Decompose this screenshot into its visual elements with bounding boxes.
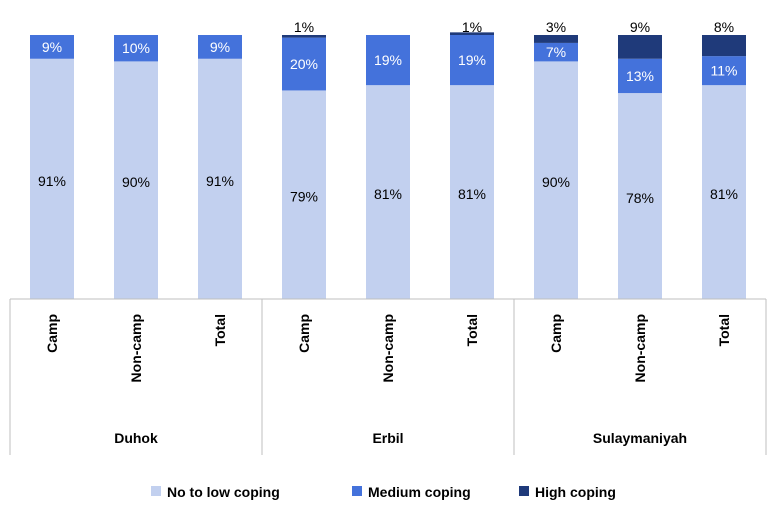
- legend-label: Medium coping: [368, 484, 471, 500]
- bar-segment: [702, 35, 746, 57]
- data-label: 19%: [458, 52, 486, 68]
- bar-segment: [30, 35, 74, 59]
- bar-segment: [282, 35, 326, 38]
- data-label: 81%: [710, 186, 738, 202]
- category-label: Non-camp: [632, 314, 648, 382]
- data-label: 79%: [290, 189, 318, 205]
- data-label: 19%: [374, 52, 402, 68]
- data-label: 90%: [542, 174, 570, 190]
- category-label: Total: [212, 314, 228, 346]
- legend-label: No to low coping: [167, 484, 280, 500]
- category-label: Camp: [548, 314, 564, 353]
- data-label: 78%: [626, 190, 654, 206]
- category-label: Non-camp: [380, 314, 396, 382]
- data-label: 11%: [711, 63, 738, 79]
- data-label: 81%: [374, 186, 402, 202]
- data-label: 9%: [630, 19, 650, 35]
- bar-segment: [618, 35, 662, 59]
- data-label: 20%: [290, 56, 318, 72]
- bar-segment: [30, 58, 74, 300]
- category-label: Non-camp: [128, 314, 144, 382]
- bar-segment: [366, 85, 410, 299]
- bar-segment: [534, 61, 578, 300]
- data-label: 3%: [546, 19, 566, 35]
- category-label: Total: [464, 314, 480, 346]
- legend-swatch: [151, 486, 161, 496]
- bar-segment: [282, 90, 326, 299]
- bar-segment: [450, 32, 494, 35]
- data-label: 13%: [626, 68, 654, 84]
- legend: No to low coping Medium coping High coping: [151, 484, 616, 500]
- bar-segment: [618, 93, 662, 299]
- group-label: Erbil: [372, 430, 403, 446]
- bar-segment: [366, 35, 410, 86]
- bar-segment: [114, 35, 158, 62]
- data-label: 7%: [546, 44, 566, 60]
- bar-segment: [198, 58, 242, 300]
- category-axis: Camp Non-camp Total Camp Non-camp Total Camp No…: [9, 298, 767, 455]
- data-label: 81%: [458, 186, 486, 202]
- data-label: 9%: [210, 39, 230, 55]
- legend-swatch: [519, 486, 529, 496]
- bar-segment: [198, 35, 242, 59]
- group-label: Sulaymaniyah: [593, 430, 687, 446]
- category-label: Total: [716, 314, 732, 346]
- data-label: 90%: [122, 174, 150, 190]
- data-label: 1%: [294, 19, 314, 35]
- bar-segment: [114, 61, 158, 300]
- bar-segment: [618, 58, 662, 94]
- data-label: 9%: [42, 39, 62, 55]
- bar-segment: [282, 37, 326, 91]
- category-label: Camp: [296, 314, 312, 353]
- data-label: 8%: [714, 19, 734, 35]
- data-label: 91%: [206, 173, 234, 189]
- bar-segment: [702, 56, 746, 86]
- category-label: Camp: [44, 314, 60, 353]
- legend-swatch: [352, 486, 362, 496]
- bar-segment: [450, 35, 494, 86]
- bar-segment: [534, 42, 578, 62]
- bar-segment: [534, 35, 578, 43]
- data-label: 1%: [462, 19, 482, 35]
- legend-label: High coping: [535, 484, 616, 500]
- data-label: 91%: [38, 173, 66, 189]
- data-label: 10%: [122, 40, 150, 56]
- bars-layer: 91% 9% 90% 10% 91% 9% 79% 20% 1% 81% 19% 81% 19% 1% 90…: [30, 19, 746, 300]
- group-label: Duhok: [114, 430, 158, 446]
- bar-segment: [702, 85, 746, 299]
- bar-segment: [450, 85, 494, 299]
